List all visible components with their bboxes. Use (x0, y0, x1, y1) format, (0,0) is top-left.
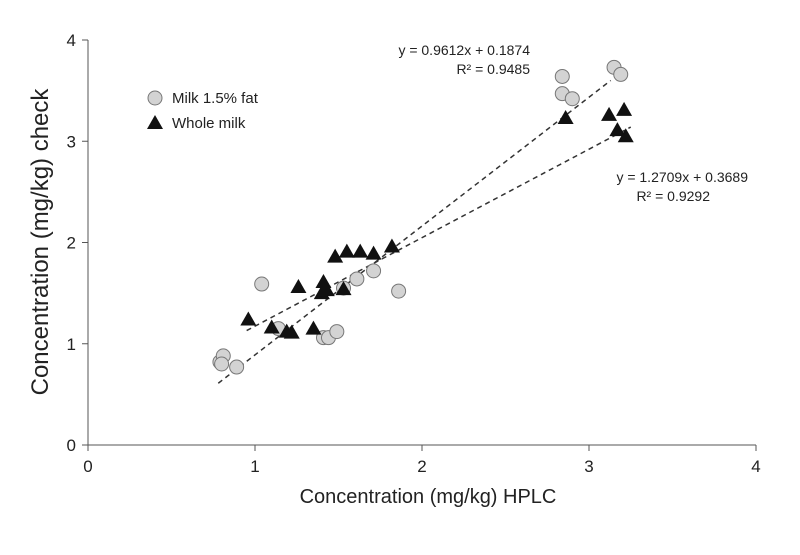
point (349, 271, 365, 287)
point (609, 122, 626, 137)
point (254, 276, 270, 292)
y-tick-label: 2 (67, 234, 76, 253)
point (564, 91, 580, 107)
point (391, 283, 407, 299)
annotation: y = 1.2709x + 0.3689 (616, 169, 748, 185)
x-tick-label: 4 (751, 457, 760, 476)
point (383, 238, 400, 253)
y-tick-label: 3 (67, 132, 76, 151)
point (229, 359, 245, 375)
trend-line (246, 126, 632, 332)
x-tick-label: 3 (584, 457, 593, 476)
point (327, 248, 344, 263)
legend-label: Milk 1.5% fat (172, 90, 259, 107)
point (263, 319, 280, 334)
y-tick-label: 4 (67, 31, 76, 50)
x-tick-label: 0 (83, 457, 92, 476)
legend-label: Whole milk (172, 115, 246, 132)
y-tick-label: 1 (67, 335, 76, 354)
trend-line (217, 79, 612, 384)
annotation: y = 0.9612x + 0.1874 (398, 42, 530, 58)
legend-marker (147, 115, 163, 129)
point (240, 311, 257, 326)
point (557, 109, 574, 124)
point (335, 281, 352, 296)
point (290, 279, 307, 294)
point (617, 128, 634, 143)
point (315, 273, 332, 288)
x-tick-label: 1 (250, 457, 259, 476)
x-tick-label: 2 (417, 457, 426, 476)
point (214, 356, 230, 372)
legend-marker (147, 90, 163, 106)
point (318, 282, 335, 297)
point (616, 101, 633, 116)
point (283, 324, 300, 339)
annotation: R² = 0.9485 (456, 61, 530, 77)
point (352, 243, 369, 258)
y-tick-label: 0 (67, 436, 76, 455)
y-axis-label: Concentration (mg/kg) check (27, 88, 54, 396)
point (338, 243, 355, 258)
point (365, 245, 382, 260)
point (601, 106, 618, 121)
annotation: R² = 0.9292 (636, 188, 710, 204)
point (613, 66, 629, 82)
point (329, 324, 345, 340)
point (305, 320, 322, 335)
point (554, 68, 570, 84)
point (366, 263, 382, 279)
x-axis-label: Concentration (mg/kg) HPLC (300, 486, 557, 508)
